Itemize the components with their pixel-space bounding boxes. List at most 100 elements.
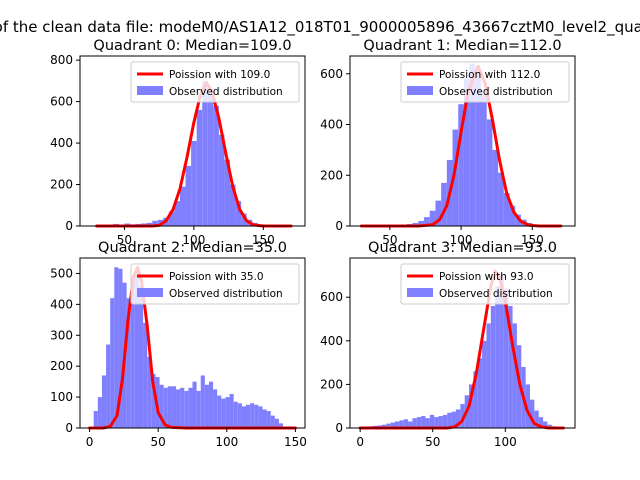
hist-bar	[270, 415, 275, 428]
legend: Poission with 112.0 Observed distribution	[400, 61, 570, 103]
hist-bar	[469, 384, 474, 428]
y-tick-label: 0	[335, 421, 343, 435]
hist-bar	[509, 205, 516, 226]
hist-bar	[110, 298, 115, 428]
hist-bar	[460, 404, 465, 428]
hist-bar	[118, 268, 123, 428]
hist-bar	[543, 421, 548, 428]
hist-bar	[418, 220, 425, 226]
y-tick-label: 100	[50, 390, 73, 404]
hist-bar	[498, 172, 504, 226]
hist-bar	[429, 414, 435, 428]
hist-bar	[143, 322, 148, 428]
y-tick-label: 800	[50, 53, 73, 67]
legend: Poission with 93.0 Observed distribution	[400, 263, 570, 305]
subplot-0: 50 100 150 0 200 400 600 800 Quadrant 0: Median=…	[50, 38, 306, 247]
hist-bar	[225, 397, 230, 428]
hist-bar	[93, 411, 98, 428]
hist-bar	[138, 285, 144, 428]
hist-bar	[171, 386, 177, 428]
hist-bar	[101, 375, 107, 428]
hist-bar	[180, 387, 185, 428]
hist-bar	[447, 412, 452, 428]
legend-box	[400, 61, 570, 103]
legend-label-poisson: Poission with 112.0	[439, 69, 540, 81]
hist-bar	[458, 104, 464, 226]
hist-bar	[412, 418, 417, 428]
y-tick-label: 0	[65, 219, 73, 233]
y-tick-label: 300	[50, 328, 73, 342]
x-tick-label: 150	[521, 233, 544, 247]
legend-swatch-observed	[407, 288, 433, 297]
subplot-title: Quadrant 3: Median=93.0	[368, 240, 557, 256]
legend-label-poisson: Poission with 35.0	[169, 271, 264, 283]
hist-bar	[208, 381, 214, 428]
legend-swatch-observed	[137, 86, 163, 95]
hist-bar	[534, 410, 539, 428]
subplot-1: 50 100 150 0 200 400 600 Quadrant 1: Median=112…	[320, 38, 576, 247]
hist-bar	[495, 286, 500, 428]
hist-bar	[386, 423, 391, 428]
hist-bar	[441, 182, 447, 226]
x-tick-label: 50	[382, 233, 397, 247]
hist-bar	[204, 384, 209, 428]
hist-bar	[213, 105, 219, 226]
legend-box	[400, 263, 570, 305]
hist-bar	[274, 418, 279, 428]
y-tick-label: 200	[320, 168, 343, 182]
y-tick-label: 200	[50, 178, 73, 192]
y-tick-label: 600	[50, 95, 73, 109]
hist-bar	[424, 217, 430, 226]
figure-title: Histogram of the clean data file: modeM0…	[0, 18, 640, 37]
axes-frame	[349, 257, 576, 429]
x-tick-label: 150	[284, 435, 307, 449]
hist-bar	[403, 419, 409, 428]
axes-frame	[79, 257, 306, 429]
x-tick-label: 100	[494, 435, 517, 449]
y-tick-label: 0	[65, 421, 73, 435]
hist-bar	[490, 305, 496, 428]
hist-bar	[538, 417, 544, 428]
hist-bar	[217, 395, 222, 428]
hist-bar	[492, 149, 499, 226]
hist-bar	[151, 373, 156, 428]
hist-bar	[438, 416, 443, 428]
hist-bar	[152, 220, 158, 226]
hist-bar	[395, 421, 400, 428]
hist-bar	[475, 73, 482, 226]
x-tick-label: 100	[450, 233, 473, 247]
hist-bar	[196, 390, 201, 428]
hist-bar	[482, 340, 487, 428]
hist-bar	[147, 356, 152, 428]
hist-bar	[191, 141, 197, 226]
hist-bar	[381, 424, 387, 428]
y-tick-label: 200	[320, 377, 343, 391]
hist-bar	[241, 406, 247, 428]
hist-bar	[451, 411, 456, 428]
y-tick-label: 600	[320, 67, 343, 81]
hist-bar	[114, 267, 119, 428]
hist-bar	[512, 323, 517, 428]
legend-box	[130, 61, 300, 103]
x-tick-label: 150	[252, 233, 275, 247]
hist-bar	[486, 119, 493, 226]
y-tick-label: 400	[320, 334, 343, 348]
hist-bar	[233, 401, 238, 428]
hist-bar	[168, 211, 175, 226]
hist-bar	[390, 422, 395, 428]
hist-bar	[463, 78, 470, 227]
x-tick-label: 100	[215, 435, 238, 449]
legend-swatch-observed	[407, 86, 433, 95]
x-tick-label: 100	[182, 233, 205, 247]
hist-bar	[525, 384, 530, 428]
hist-bar	[481, 94, 487, 227]
hist-bar	[486, 323, 491, 428]
y-tick-label: 500	[50, 266, 73, 280]
hist-bar	[499, 275, 504, 428]
hist-bar	[146, 222, 153, 226]
hist-bar	[452, 129, 459, 226]
y-tick-label: 0	[335, 219, 343, 233]
hist-bar	[258, 406, 263, 428]
hist-bar	[278, 423, 284, 428]
